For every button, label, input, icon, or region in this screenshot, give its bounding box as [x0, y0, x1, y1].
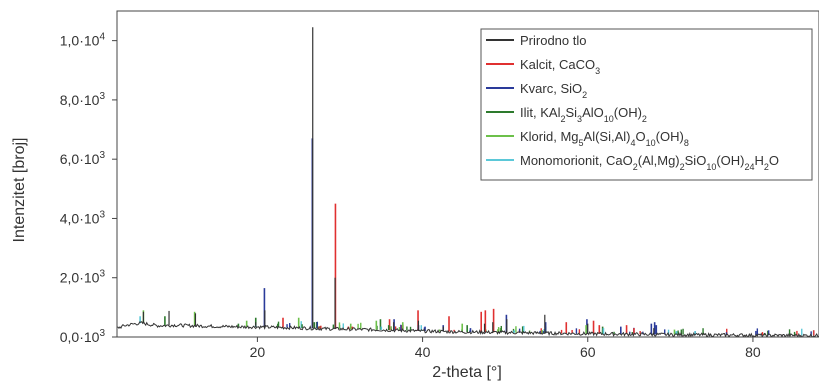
x-tick-label: 40 [415, 344, 431, 360]
plot-frame [116, 10, 819, 338]
x-tick-label: 80 [745, 344, 761, 360]
legend-label: Monomorionit, CaO2(Al,Mg)2SiO10(OH)24H2O [520, 153, 779, 172]
y-tick-label: 0,0·103 [60, 328, 106, 345]
y-axis: 0,0·103 2,0·103 4,0·103 6,0·103 8,0·103 1,0·1… [60, 32, 117, 345]
x-axis: 20 40 60 80 [250, 337, 761, 360]
plot-series [117, 27, 819, 337]
series-line-prirodno-tlo [117, 320, 819, 337]
legend: Prirodno tlo Kalcit, CaCO3 Kvarc, SiO2 Ilit… [480, 28, 813, 181]
x-tick-label: 20 [250, 344, 266, 360]
y-tick-label: 8,0·103 [60, 91, 106, 108]
legend-label: Klorid, Mg5Al(Si,Al)4O10(OH)8 [520, 129, 689, 148]
y-tick-label: 2,0·103 [60, 269, 106, 286]
x-axis-title: 2-theta [°] [432, 364, 502, 381]
y-tick-label: 1,0·104 [60, 32, 106, 49]
x-tick-label: 60 [580, 344, 596, 360]
legend-label: Prirodno tlo [520, 33, 586, 48]
legend-label: Ilit, KAl2Si3AlO10(OH)2 [520, 105, 647, 124]
y-tick-label: 4,0·103 [60, 209, 106, 226]
y-axis-title: Intenzitet [broj] [11, 138, 28, 243]
y-tick-label: 6,0·103 [60, 150, 106, 167]
legend-box [480, 28, 813, 181]
legend-label: Kvarc, SiO2 [520, 81, 587, 100]
legend-label: Kalcit, CaCO3 [520, 57, 600, 76]
